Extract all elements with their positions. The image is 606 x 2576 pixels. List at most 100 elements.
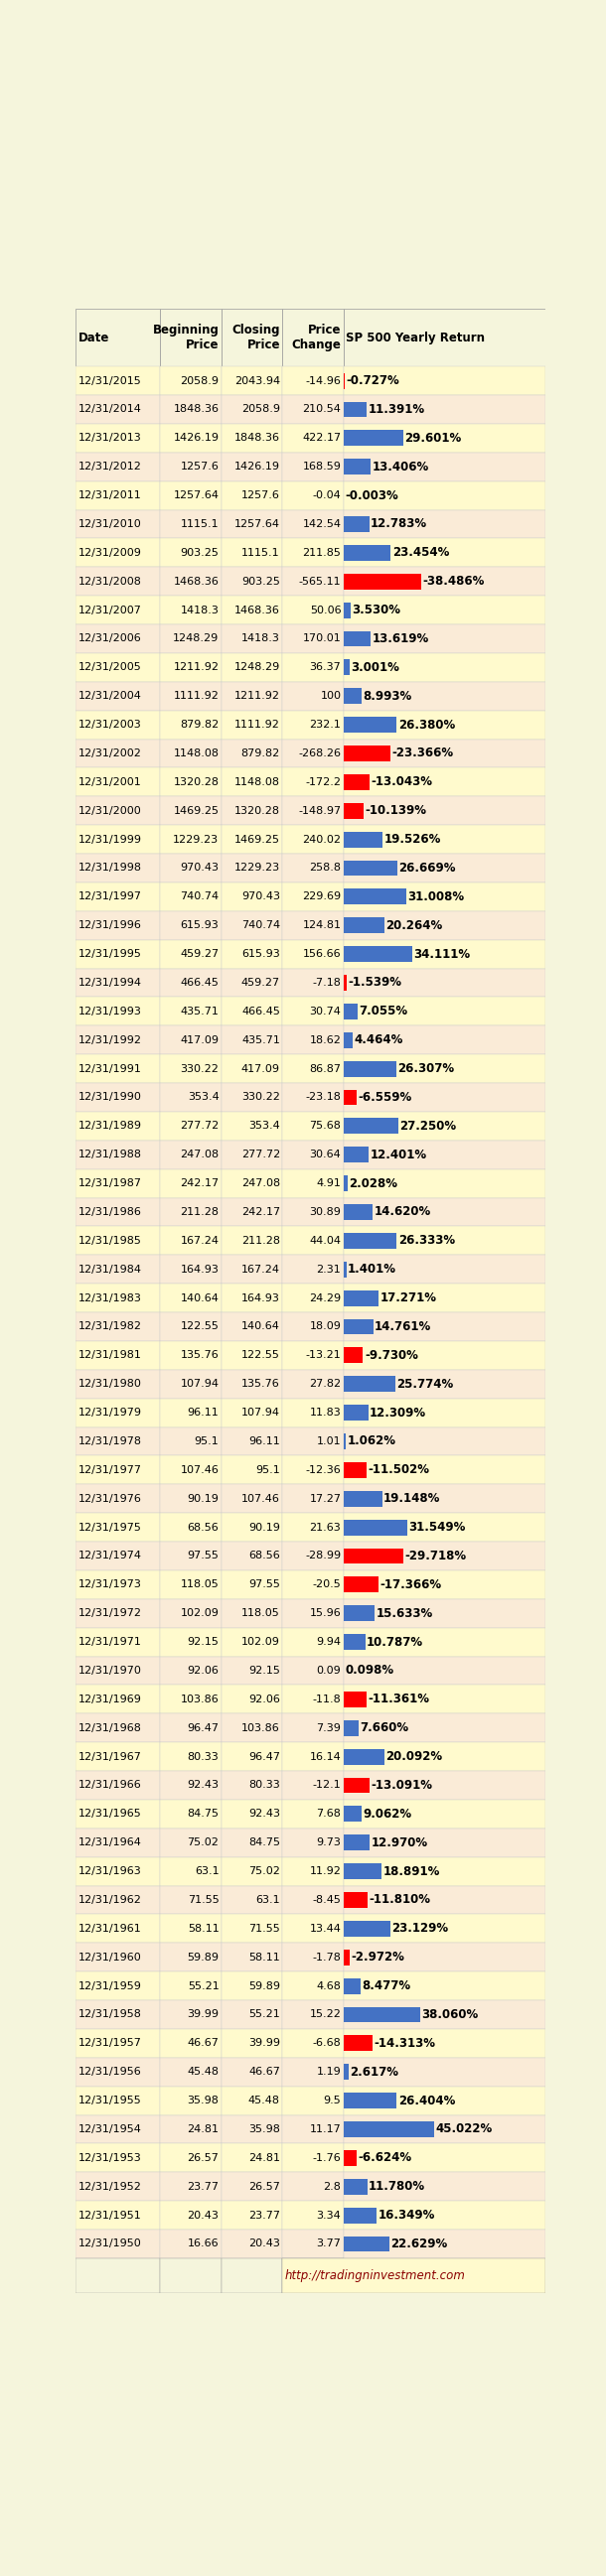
Bar	[76, 768, 160, 796]
Text: 740.74: 740.74	[180, 891, 219, 902]
Text: 0.09: 0.09	[316, 1667, 341, 1674]
Bar	[160, 1857, 221, 1886]
Bar	[344, 1685, 545, 1713]
Bar	[76, 1512, 160, 1540]
Bar	[76, 654, 160, 683]
Text: 11.83: 11.83	[310, 1406, 341, 1417]
Bar	[344, 739, 545, 768]
Text: 12/31/2013: 12/31/2013	[78, 433, 141, 443]
Bar	[76, 1656, 160, 1685]
Text: 1418.3: 1418.3	[181, 605, 219, 616]
Text: 12/31/1976: 12/31/1976	[78, 1494, 142, 1504]
Bar	[76, 1571, 160, 1600]
Text: 2058.9: 2058.9	[180, 376, 219, 386]
Text: 435.71: 435.71	[241, 1036, 280, 1046]
Bar	[221, 1255, 282, 1283]
Bar	[344, 1801, 545, 1829]
Bar	[160, 366, 221, 394]
Bar	[344, 860, 398, 876]
Bar	[76, 309, 160, 366]
Bar	[344, 538, 545, 567]
Bar	[76, 1082, 160, 1113]
Text: 210.54: 210.54	[302, 404, 341, 415]
Bar	[221, 2231, 282, 2259]
Text: 95.1: 95.1	[256, 1466, 280, 1476]
Text: 12/31/1954: 12/31/1954	[78, 2125, 142, 2136]
Bar	[344, 1463, 367, 1479]
Text: 12/31/1956: 12/31/1956	[78, 2066, 141, 2076]
Text: -172.2: -172.2	[305, 778, 341, 788]
Bar	[221, 1741, 282, 1770]
Bar	[160, 1942, 221, 1971]
Bar	[76, 1170, 160, 1198]
Bar	[344, 775, 370, 791]
Bar	[282, 425, 344, 453]
Text: 740.74: 740.74	[241, 920, 280, 930]
Bar	[76, 1971, 160, 2002]
Text: 459.27: 459.27	[241, 979, 280, 987]
Bar	[344, 912, 545, 940]
Bar	[344, 1978, 361, 1994]
Bar	[344, 1834, 370, 1850]
Text: 422.17: 422.17	[302, 433, 341, 443]
Text: 15.96: 15.96	[310, 1607, 341, 1618]
Bar	[221, 1600, 282, 1628]
Bar	[221, 595, 282, 623]
Text: 1469.25: 1469.25	[173, 806, 219, 817]
Text: 12/31/1970: 12/31/1970	[78, 1667, 142, 1674]
Text: 12.970%: 12.970%	[371, 1837, 428, 1850]
Bar	[221, 2002, 282, 2030]
Text: 1848.36: 1848.36	[173, 404, 219, 415]
Text: -29.718%: -29.718%	[405, 1551, 467, 1564]
Bar	[221, 997, 282, 1025]
Text: -11.361%: -11.361%	[368, 1692, 430, 1705]
Text: 8.993%: 8.993%	[363, 690, 412, 703]
Text: 80.33: 80.33	[187, 1752, 219, 1762]
Bar	[344, 1198, 545, 1226]
Text: 1211.92: 1211.92	[173, 662, 219, 672]
Text: 102.09: 102.09	[181, 1607, 219, 1618]
Text: 12/31/1966: 12/31/1966	[78, 1780, 141, 1790]
Text: 44.04: 44.04	[309, 1236, 341, 1247]
Text: 12/31/1963: 12/31/1963	[78, 1868, 141, 1875]
Bar	[282, 394, 344, 425]
Text: 12/31/2009: 12/31/2009	[78, 549, 142, 559]
Text: 13.44: 13.44	[310, 1924, 341, 1935]
Bar	[344, 889, 406, 904]
Bar	[282, 366, 344, 394]
Bar	[282, 482, 344, 510]
Text: 466.45: 466.45	[241, 1007, 280, 1018]
Bar	[282, 2087, 344, 2115]
Text: 46.67: 46.67	[248, 2066, 280, 2076]
Bar	[344, 1376, 396, 1391]
Text: 90.19: 90.19	[187, 1494, 219, 1504]
Text: 11.391%: 11.391%	[368, 402, 425, 415]
Bar	[160, 1628, 221, 1656]
Text: 12/31/1973: 12/31/1973	[78, 1579, 142, 1589]
Bar	[76, 2172, 160, 2200]
Bar	[160, 1198, 221, 1226]
Bar	[344, 974, 347, 992]
Text: 11.92: 11.92	[310, 1868, 341, 1875]
Bar	[160, 1025, 221, 1054]
Text: Price
Change: Price Change	[291, 325, 341, 353]
Bar	[282, 1082, 344, 1113]
Text: 1469.25: 1469.25	[235, 835, 280, 845]
Text: -148.97: -148.97	[298, 806, 341, 817]
Text: 12.309%: 12.309%	[370, 1406, 427, 1419]
Text: 12/31/1985: 12/31/1985	[78, 1236, 142, 1247]
Text: 63.1: 63.1	[256, 1896, 280, 1904]
Text: 12/31/2011: 12/31/2011	[78, 489, 141, 500]
Bar	[344, 2030, 545, 2058]
Bar	[76, 1226, 160, 1255]
Bar	[76, 394, 160, 425]
Bar	[344, 1061, 396, 1077]
Bar	[344, 1857, 545, 1886]
Text: 12/31/2010: 12/31/2010	[78, 520, 141, 528]
Text: 135.76: 135.76	[242, 1378, 280, 1388]
Bar	[344, 2179, 367, 2195]
Text: -11.8: -11.8	[313, 1695, 341, 1705]
Text: 1.401%: 1.401%	[348, 1262, 396, 1275]
Text: 35.98: 35.98	[248, 2125, 280, 2136]
Bar	[221, 1399, 282, 1427]
